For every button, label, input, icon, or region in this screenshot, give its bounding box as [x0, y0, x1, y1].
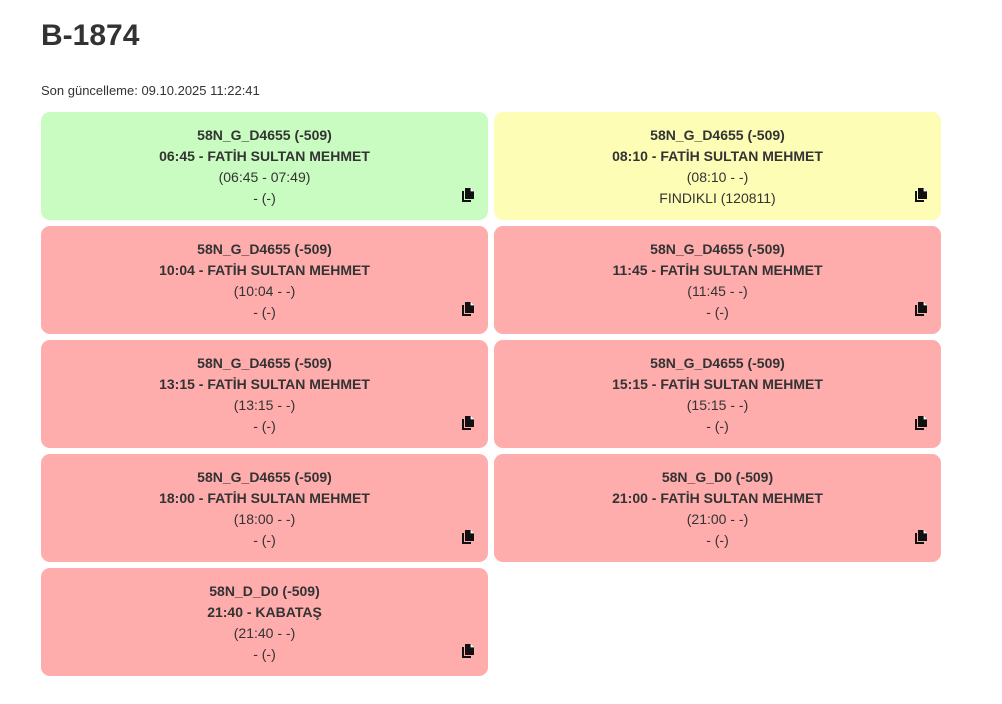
trip-departure: 13:15 - FATİH SULTAN MEHMET [159, 376, 370, 392]
copy-icon[interactable] [462, 644, 475, 658]
trip-card-5[interactable]: 58N_G_D4655 (-509) 13:15 - FATİH SULTAN … [41, 340, 488, 448]
trip-times: (15:15 - -) [686, 397, 749, 413]
trip-route: 58N_G_D4655 (-509) [197, 469, 332, 485]
trip-departure: 21:00 - FATİH SULTAN MEHMET [612, 490, 823, 506]
trip-route: 58N_G_D4655 (-509) [197, 127, 332, 143]
copy-icon[interactable] [462, 530, 475, 544]
copy-icon[interactable] [462, 188, 475, 202]
trip-route: 58N_G_D4655 (-509) [650, 355, 785, 371]
trip-departure: 10:04 - FATİH SULTAN MEHMET [159, 262, 370, 278]
trip-card-7[interactable]: 58N_G_D4655 (-509) 18:00 - FATİH SULTAN … [41, 454, 488, 562]
trip-location: - (-) [253, 418, 276, 434]
trip-departure: 21:40 - KABATAŞ [207, 604, 322, 620]
copy-icon[interactable] [915, 416, 928, 430]
trip-location: - (-) [706, 532, 729, 548]
trip-card-9[interactable]: 58N_D_D0 (-509) 21:40 - KABATAŞ (21:40 -… [41, 568, 488, 676]
trip-times: (21:40 - -) [233, 625, 296, 641]
copy-icon[interactable] [915, 188, 928, 202]
trip-route: 58N_G_D0 (-509) [661, 469, 774, 485]
trip-departure: 08:10 - FATİH SULTAN MEHMET [612, 148, 823, 164]
trip-route: 58N_D_D0 (-509) [209, 583, 320, 599]
last-updated-text: Son güncelleme: 09.10.2025 11:22:41 [41, 83, 260, 98]
copy-icon[interactable] [915, 302, 928, 316]
trip-location: - (-) [253, 304, 276, 320]
trip-card-6[interactable]: 58N_G_D4655 (-509) 15:15 - FATİH SULTAN … [494, 340, 941, 448]
trip-times: (11:45 - -) [687, 283, 748, 299]
trip-card-4[interactable]: 58N_G_D4655 (-509) 11:45 - FATİH SULTAN … [494, 226, 941, 334]
trip-departure: 11:45 - FATİH SULTAN MEHMET [612, 262, 823, 278]
trip-location: - (-) [253, 532, 276, 548]
trip-route: 58N_G_D4655 (-509) [650, 241, 785, 257]
copy-icon[interactable] [915, 530, 928, 544]
trip-times: (08:10 - -) [686, 169, 749, 185]
copy-icon[interactable] [462, 416, 475, 430]
trip-departure: 15:15 - FATİH SULTAN MEHMET [612, 376, 823, 392]
trip-card-1[interactable]: 58N_G_D4655 (-509) 06:45 - FATİH SULTAN … [41, 112, 488, 220]
trip-location: FINDIKLI (120811) [659, 190, 776, 206]
page-title: B-1874 [41, 19, 140, 52]
trip-route: 58N_G_D4655 (-509) [650, 127, 785, 143]
trip-location: - (-) [706, 418, 729, 434]
trip-location: - (-) [253, 646, 276, 662]
trip-times: (06:45 - 07:49) [218, 169, 311, 185]
copy-icon[interactable] [462, 302, 475, 316]
trip-times: (13:15 - -) [233, 397, 296, 413]
trip-times: (10:04 - -) [233, 283, 296, 299]
trip-route: 58N_G_D4655 (-509) [197, 355, 332, 371]
trip-location: - (-) [706, 304, 729, 320]
trip-times: (21:00 - -) [686, 511, 749, 527]
trip-location: - (-) [253, 190, 276, 206]
trip-route: 58N_G_D4655 (-509) [197, 241, 332, 257]
trip-times: (18:00 - -) [233, 511, 296, 527]
trip-card-3[interactable]: 58N_G_D4655 (-509) 10:04 - FATİH SULTAN … [41, 226, 488, 334]
trip-departure: 18:00 - FATİH SULTAN MEHMET [159, 490, 370, 506]
trip-card-grid: 58N_G_D4655 (-509) 06:45 - FATİH SULTAN … [41, 112, 941, 676]
trip-departure: 06:45 - FATİH SULTAN MEHMET [159, 148, 370, 164]
trip-card-8[interactable]: 58N_G_D0 (-509) 21:00 - FATİH SULTAN MEH… [494, 454, 941, 562]
trip-card-2[interactable]: 58N_G_D4655 (-509) 08:10 - FATİH SULTAN … [494, 112, 941, 220]
